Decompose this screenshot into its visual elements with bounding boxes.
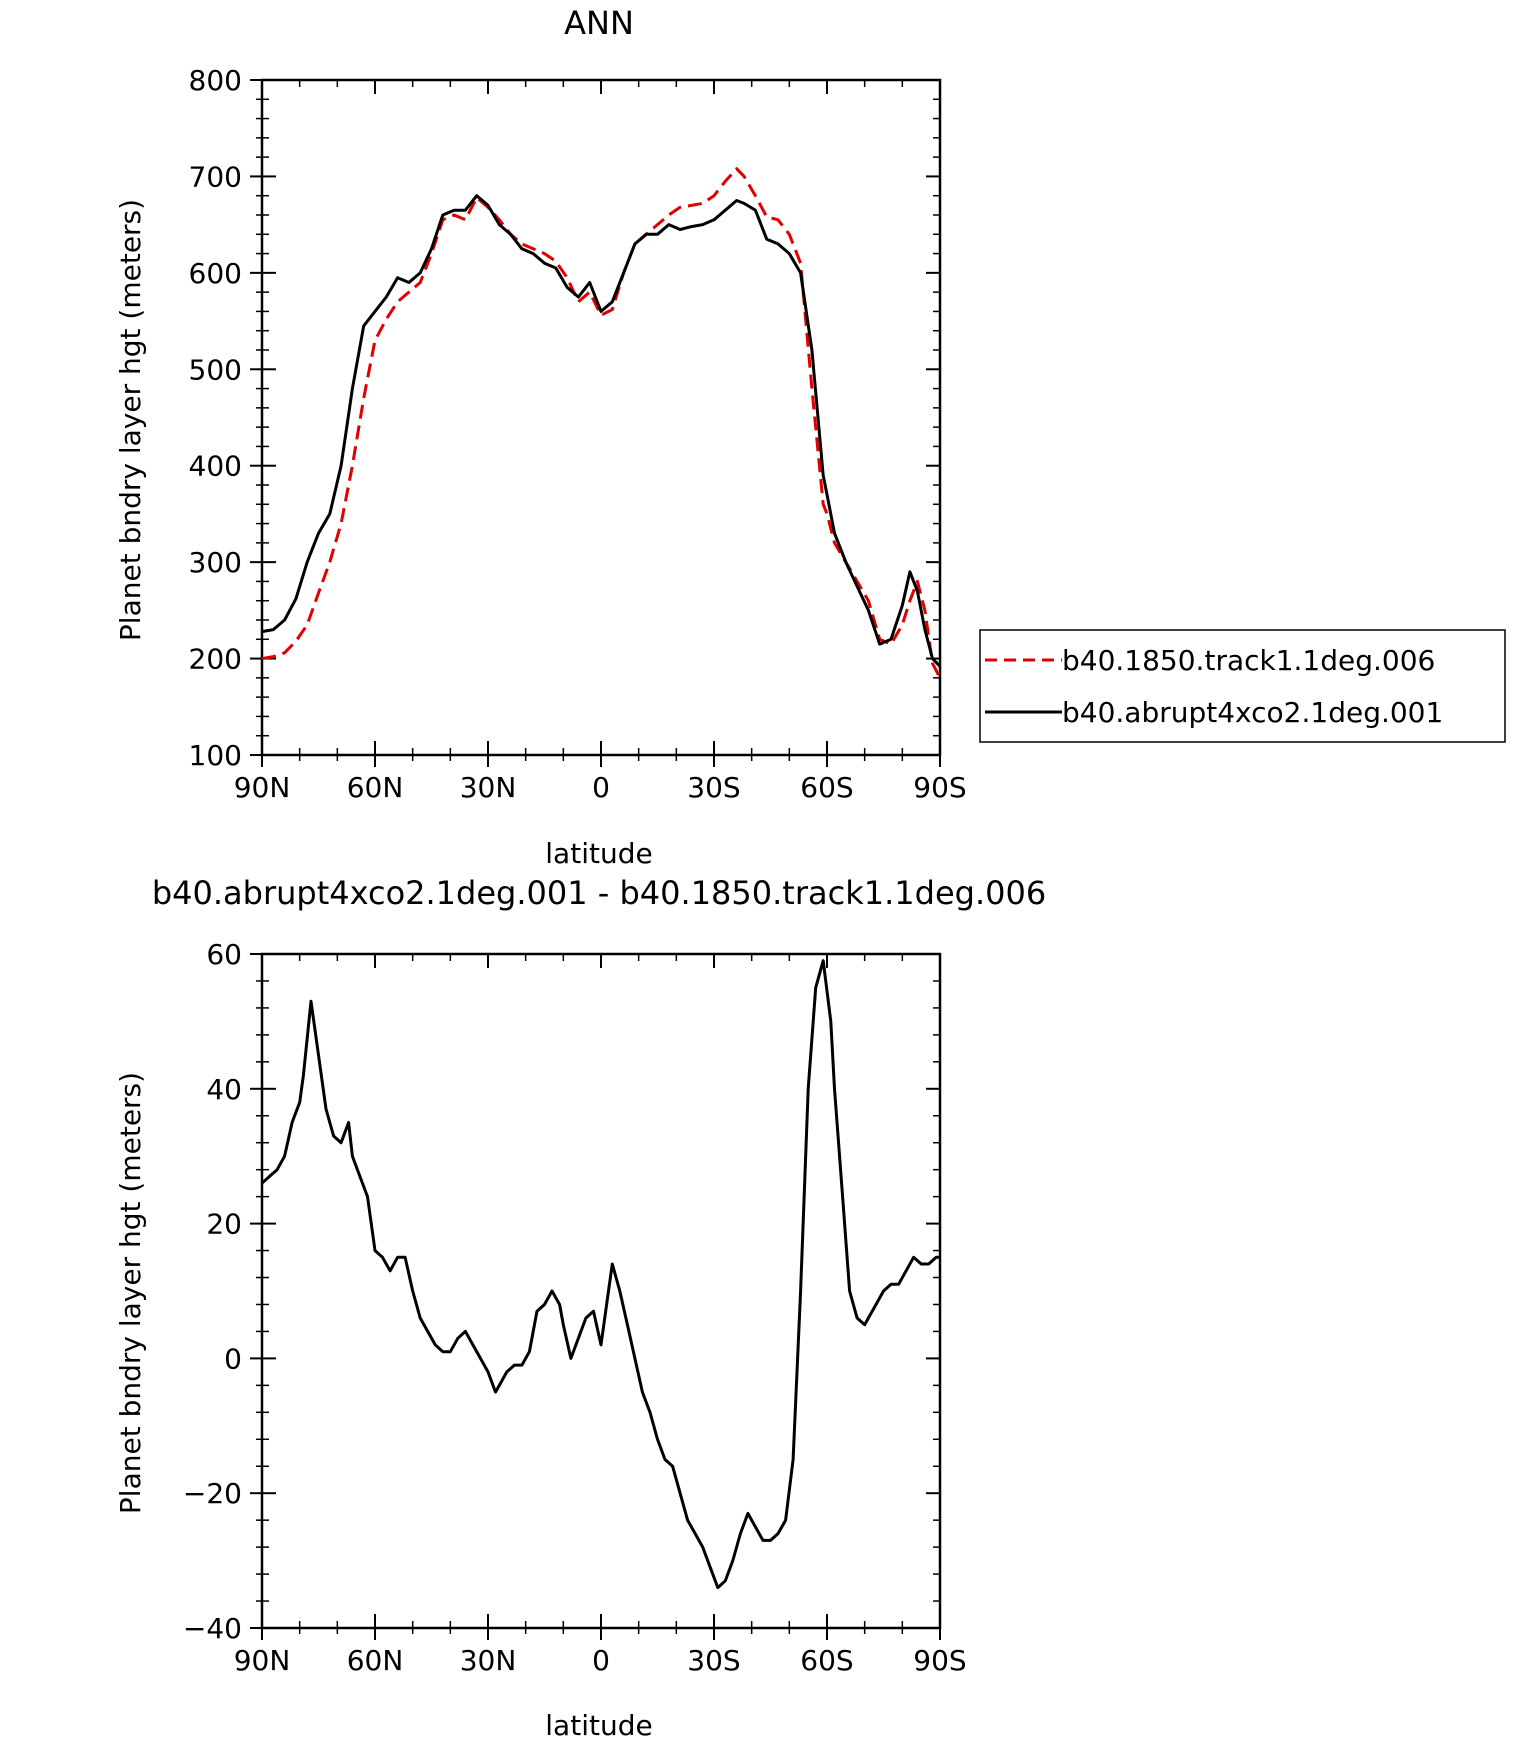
bottom-y-tick-label: 60 [206, 938, 242, 971]
top-x-tick-label: 30S [687, 771, 740, 804]
bottom-x-tick-label: 90S [913, 1644, 966, 1677]
top-x-tick-label: 90S [913, 771, 966, 804]
top-plot-frame [260, 78, 942, 757]
top-y-tick-label: 500 [189, 353, 242, 386]
top-series-line-0 [261, 167, 942, 679]
bottom-x-tick-label: 30S [687, 1644, 740, 1677]
bottom-chart-title: b40.abrupt4xco2.1deg.001 - b40.1850.trac… [152, 874, 1046, 912]
top-x-tick-label: 60S [800, 771, 853, 804]
bottom-x-tick-label: 60N [347, 1644, 404, 1677]
top-x-tick-label: 0 [592, 771, 610, 804]
top-x-tick-label: 90N [234, 771, 291, 804]
top-y-tick-label: 700 [189, 160, 242, 193]
bottom-x-tick-label: 90N [234, 1644, 291, 1677]
top-y-tick-label: 200 [189, 643, 242, 676]
bottom-plot-area: 90N 60N 30N 0 30S 60S 90S −40 −20 0 20 40 60 [183, 938, 967, 1677]
bottom-x-axis-label: latitude [545, 1709, 652, 1742]
top-y-tick-label: 400 [189, 450, 242, 483]
bottom-x-tick-label: 60S [800, 1644, 853, 1677]
top-x-tick-label: 30N [460, 771, 517, 804]
top-x-tick-label: 60N [347, 771, 404, 804]
top-series-line-1 [261, 194, 942, 668]
bottom-y-tick-label: 40 [206, 1073, 242, 1106]
bottom-plot-frame [260, 952, 942, 1630]
legend-label-control: b40.1850.track1.1deg.006 [1062, 644, 1435, 677]
top-chart-title: ANN [564, 4, 634, 42]
bottom-x-tick-label: 0 [592, 1644, 610, 1677]
bottom-y-axis-label: Planet bndry layer hgt (meters) [114, 1072, 147, 1514]
legend-label-experiment: b40.abrupt4xco2.1deg.001 [1062, 696, 1443, 729]
top-y-tick-label: 100 [189, 739, 242, 772]
top-plot-area: 90N 60N 30N 0 30S 60S 90S 100 200 300 400 500 600 700… [189, 64, 967, 804]
top-y-tick-label: 800 [189, 64, 242, 97]
top-y-axis-label: Planet bndry layer hgt (meters) [114, 199, 147, 641]
top-y-tick-label: 600 [189, 257, 242, 290]
top-y-tick-label: 300 [189, 546, 242, 579]
bottom-x-tick-label: 30N [460, 1644, 517, 1677]
bottom-y-tick-label: 0 [224, 1342, 242, 1375]
bottom-y-tick-label: −20 [183, 1477, 242, 1510]
bottom-y-tick-label: 20 [206, 1208, 242, 1241]
legend: b40.1850.track1.1deg.006 b40.abrupt4xco2… [979, 629, 1506, 743]
legend-box [979, 629, 1506, 743]
top-x-axis-label: latitude [545, 837, 652, 870]
bottom-series-line-0 [260, 959, 940, 1590]
bottom-y-tick-label: −40 [183, 1612, 242, 1645]
